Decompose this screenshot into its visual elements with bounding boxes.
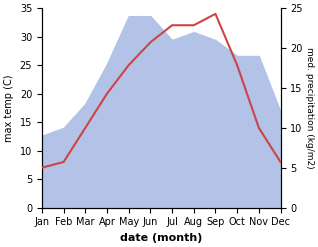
Y-axis label: med. precipitation (kg/m2): med. precipitation (kg/m2) <box>305 47 314 169</box>
X-axis label: date (month): date (month) <box>120 233 203 243</box>
Y-axis label: max temp (C): max temp (C) <box>4 74 14 142</box>
